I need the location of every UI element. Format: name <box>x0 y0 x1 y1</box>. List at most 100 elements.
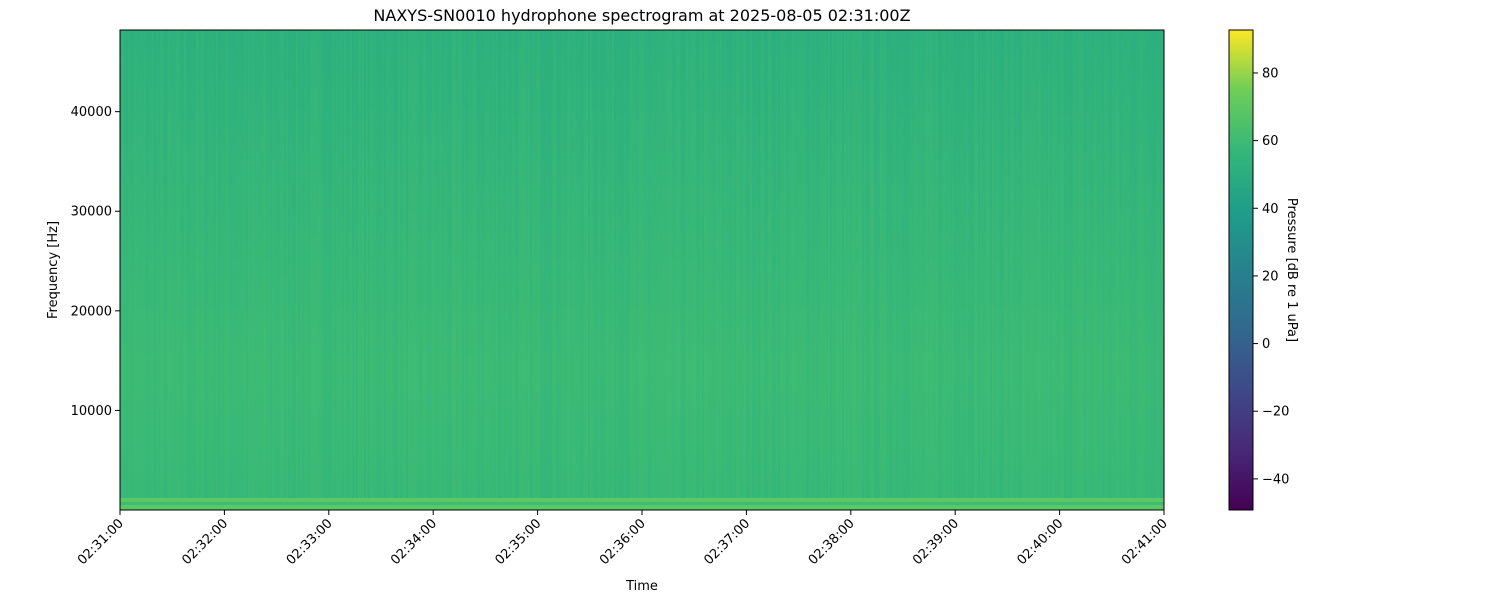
spectrogram-column <box>532 30 534 510</box>
spectrogram-column <box>194 30 196 510</box>
spectrogram-column <box>1088 30 1090 510</box>
spectrogram-column <box>134 30 136 510</box>
spectrogram-column <box>264 30 266 510</box>
spectrogram-column <box>436 30 438 510</box>
spectrogram-column <box>1108 30 1110 510</box>
spectrogram-column <box>352 30 354 510</box>
spectrogram-column <box>1128 30 1130 510</box>
spectrogram-column <box>398 30 400 510</box>
x-axis-label: Time <box>625 579 658 594</box>
spectrogram-column <box>524 30 526 510</box>
x-tick-label: 02:38:00 <box>806 516 858 568</box>
spectrogram-column <box>498 30 500 510</box>
spectrogram-column <box>666 30 668 510</box>
spectrogram-column <box>830 30 832 510</box>
spectrogram-column <box>570 30 572 510</box>
spectrogram-column <box>904 30 906 510</box>
spectrogram-column <box>454 30 456 510</box>
x-tick-label: 02:39:00 <box>910 516 962 568</box>
spectrogram-column <box>340 30 342 510</box>
spectrogram-column <box>278 30 280 510</box>
spectrogram-column <box>234 30 236 510</box>
x-tick-label: 02:37:00 <box>701 516 753 568</box>
spectrogram-column <box>584 30 586 510</box>
spectrogram-column <box>472 30 474 510</box>
spectrogram-column <box>514 30 516 510</box>
spectrogram-column <box>392 30 394 510</box>
spectrogram-column <box>336 30 338 510</box>
spectrogram-column <box>1050 30 1052 510</box>
spectrogram-column <box>1124 30 1126 510</box>
spectrogram-column <box>710 30 712 510</box>
spectrogram-column <box>726 30 728 510</box>
spectrogram-column <box>226 30 228 510</box>
colorbar-tick-label: 80 <box>1262 66 1279 81</box>
spectrogram-column <box>680 30 682 510</box>
spectrogram-column <box>1044 30 1046 510</box>
spectrogram-column <box>970 30 972 510</box>
spectrogram-column <box>1068 30 1070 510</box>
spectrogram-column <box>150 30 152 510</box>
spectrogram-column <box>160 30 162 510</box>
spectrogram-column <box>712 30 714 510</box>
spectrogram-heatmap <box>120 30 1164 510</box>
spectrogram-column <box>852 30 854 510</box>
x-tick-label: 02:40:00 <box>1015 516 1067 568</box>
spectrogram-column <box>370 30 372 510</box>
spectrogram-column <box>312 30 314 510</box>
spectrogram-column <box>526 30 528 510</box>
spectrogram-column <box>980 30 982 510</box>
spectrogram-column <box>140 30 142 510</box>
spectrogram-column <box>608 30 610 510</box>
spectrogram-column <box>662 30 664 510</box>
spectrogram-column <box>228 30 230 510</box>
spectrogram-column <box>122 30 124 510</box>
spectrogram-column <box>838 30 840 510</box>
spectrogram-column <box>152 30 154 510</box>
colorbar-tick-label: −40 <box>1262 472 1289 487</box>
spectrogram-column <box>254 30 256 510</box>
spectrogram-column <box>1126 30 1128 510</box>
spectrogram-column <box>686 30 688 510</box>
spectrogram-column <box>252 30 254 510</box>
spectrogram-column <box>636 30 638 510</box>
spectrogram-column <box>172 30 174 510</box>
spectrogram-column <box>242 30 244 510</box>
spectrogram-column <box>270 30 272 510</box>
spectrogram-column <box>1134 30 1136 510</box>
spectrogram-column <box>314 30 316 510</box>
spectrogram-column <box>946 30 948 510</box>
spectrogram-column <box>326 30 328 510</box>
spectrogram-column <box>158 30 160 510</box>
spectrogram-column <box>488 30 490 510</box>
spectrogram-column <box>330 30 332 510</box>
spectrogram-column <box>482 30 484 510</box>
spectrogram-column <box>430 30 432 510</box>
spectrogram-column <box>698 30 700 510</box>
spectrogram-column <box>706 30 708 510</box>
spectrogram-column <box>266 30 268 510</box>
spectrogram-column <box>298 30 300 510</box>
spectrogram-column <box>600 30 602 510</box>
spectrogram-column <box>1148 30 1150 510</box>
spectrogram-column <box>1052 30 1054 510</box>
spectrogram-column <box>516 30 518 510</box>
spectrogram-column <box>236 30 238 510</box>
spectrogram-column <box>684 30 686 510</box>
spectrogram-column <box>504 30 506 510</box>
spectrogram-column <box>212 30 214 510</box>
spectrogram-column <box>1118 30 1120 510</box>
spectrogram-column <box>968 30 970 510</box>
spectrogram-column <box>658 30 660 510</box>
spectrogram-column <box>550 30 552 510</box>
spectrogram-column <box>552 30 554 510</box>
spectrogram-column <box>1150 30 1152 510</box>
spectrogram-column <box>834 30 836 510</box>
spectrogram-column <box>892 30 894 510</box>
spectrogram-column <box>120 30 122 510</box>
spectrogram-column <box>912 30 914 510</box>
x-tick-label: 02:33:00 <box>284 516 336 568</box>
spectrogram-column <box>818 30 820 510</box>
spectrogram-column <box>1116 30 1118 510</box>
spectrogram-column <box>996 30 998 510</box>
